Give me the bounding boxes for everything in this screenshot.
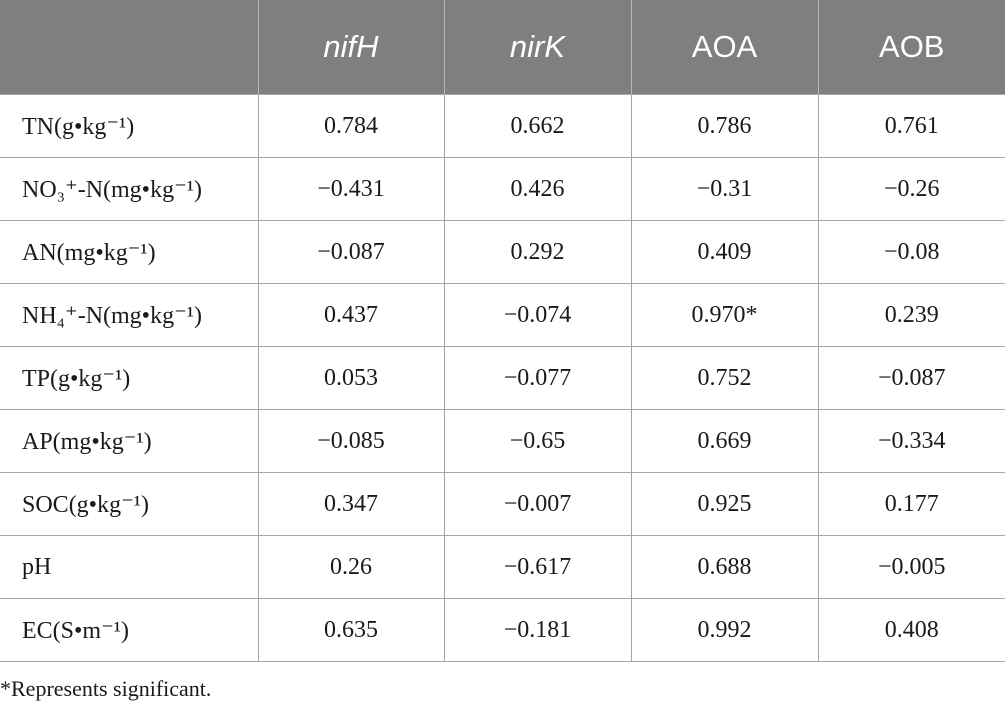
correlation-table: nifH nirK AOA AOB TN(g•kg⁻¹) 0.784 0.662… <box>0 0 1005 662</box>
table-cell: 0.992 <box>630 598 819 662</box>
table-cell: 0.970* <box>630 283 819 347</box>
table-cell: −0.087 <box>817 346 1005 410</box>
table-row: TN(g•kg⁻¹) 0.784 0.662 0.786 0.761 <box>0 94 1005 158</box>
row-label: pH <box>0 535 259 599</box>
header-cell-nifh: nifH <box>257 0 445 95</box>
table-cell: −0.085 <box>257 409 445 473</box>
header-cell-aoa: AOA <box>630 0 819 95</box>
table-cell: 0.347 <box>257 472 445 536</box>
row-label: EC(S•m⁻¹) <box>0 598 259 662</box>
table-cell: −0.08 <box>817 220 1005 284</box>
table-cell: 0.786 <box>630 94 819 158</box>
table-row: NO₃⁺-N(mg•kg⁻¹) −0.431 0.426 −0.31 −0.26 <box>0 157 1005 221</box>
table-cell: 0.784 <box>257 94 445 158</box>
row-label: TP(g•kg⁻¹) <box>0 346 259 410</box>
table-row: SOC(g•kg⁻¹) 0.347 −0.007 0.925 0.177 <box>0 472 1005 536</box>
table-cell: 0.26 <box>257 535 445 599</box>
table-row: AN(mg•kg⁻¹) −0.087 0.292 0.409 −0.08 <box>0 220 1005 284</box>
table-cell: 0.761 <box>817 94 1005 158</box>
table-cell: −0.007 <box>443 472 632 536</box>
table-cell: 0.925 <box>630 472 819 536</box>
table-footnote: *Represents significant. <box>0 676 212 701</box>
table-row: TP(g•kg⁻¹) 0.053 −0.077 0.752 −0.087 <box>0 346 1005 410</box>
header-cell-aob: AOB <box>817 0 1005 95</box>
table-cell: 0.177 <box>817 472 1005 536</box>
table-cell: −0.617 <box>443 535 632 599</box>
row-label: AP(mg•kg⁻¹) <box>0 409 259 473</box>
table-row: pH 0.26 −0.617 0.688 −0.005 <box>0 535 1005 599</box>
header-cell-nirk: nirK <box>443 0 632 95</box>
table-cell: −0.31 <box>630 157 819 221</box>
table-cell: −0.334 <box>817 409 1005 473</box>
row-label: NH₄⁺-N(mg•kg⁻¹) <box>0 283 259 347</box>
table-cell: −0.181 <box>443 598 632 662</box>
table-row: NH₄⁺-N(mg•kg⁻¹) 0.437 −0.074 0.970* 0.23… <box>0 283 1005 347</box>
row-label: SOC(g•kg⁻¹) <box>0 472 259 536</box>
table-cell: 0.635 <box>257 598 445 662</box>
table-cell: 0.426 <box>443 157 632 221</box>
table-cell: 0.669 <box>630 409 819 473</box>
table-cell: 0.292 <box>443 220 632 284</box>
table-cell: −0.26 <box>817 157 1005 221</box>
row-label: TN(g•kg⁻¹) <box>0 94 259 158</box>
table-cell: 0.408 <box>817 598 1005 662</box>
table-cell: 0.409 <box>630 220 819 284</box>
table-cell: −0.005 <box>817 535 1005 599</box>
table-row: AP(mg•kg⁻¹) −0.085 −0.65 0.669 −0.334 <box>0 409 1005 473</box>
table-cell: −0.431 <box>257 157 445 221</box>
table-body: TN(g•kg⁻¹) 0.784 0.662 0.786 0.761 NO₃⁺-… <box>0 94 1005 662</box>
row-label: AN(mg•kg⁻¹) <box>0 220 259 284</box>
table-cell: 0.662 <box>443 94 632 158</box>
table-cell: −0.087 <box>257 220 445 284</box>
table-cell: −0.077 <box>443 346 632 410</box>
table-cell: 0.688 <box>630 535 819 599</box>
table-row: EC(S•m⁻¹) 0.635 −0.181 0.992 0.408 <box>0 598 1005 662</box>
table-cell: 0.053 <box>257 346 445 410</box>
table-cell: 0.437 <box>257 283 445 347</box>
row-label: NO₃⁺-N(mg•kg⁻¹) <box>0 157 259 221</box>
table-cell: −0.074 <box>443 283 632 347</box>
correlation-table-container: nifH nirK AOA AOB TN(g•kg⁻¹) 0.784 0.662… <box>0 0 1005 662</box>
table-cell: 0.752 <box>630 346 819 410</box>
header-cell-empty <box>0 0 259 95</box>
table-header: nifH nirK AOA AOB <box>0 0 1005 95</box>
header-row: nifH nirK AOA AOB <box>0 0 1005 95</box>
table-cell: −0.65 <box>443 409 632 473</box>
table-cell: 0.239 <box>817 283 1005 347</box>
